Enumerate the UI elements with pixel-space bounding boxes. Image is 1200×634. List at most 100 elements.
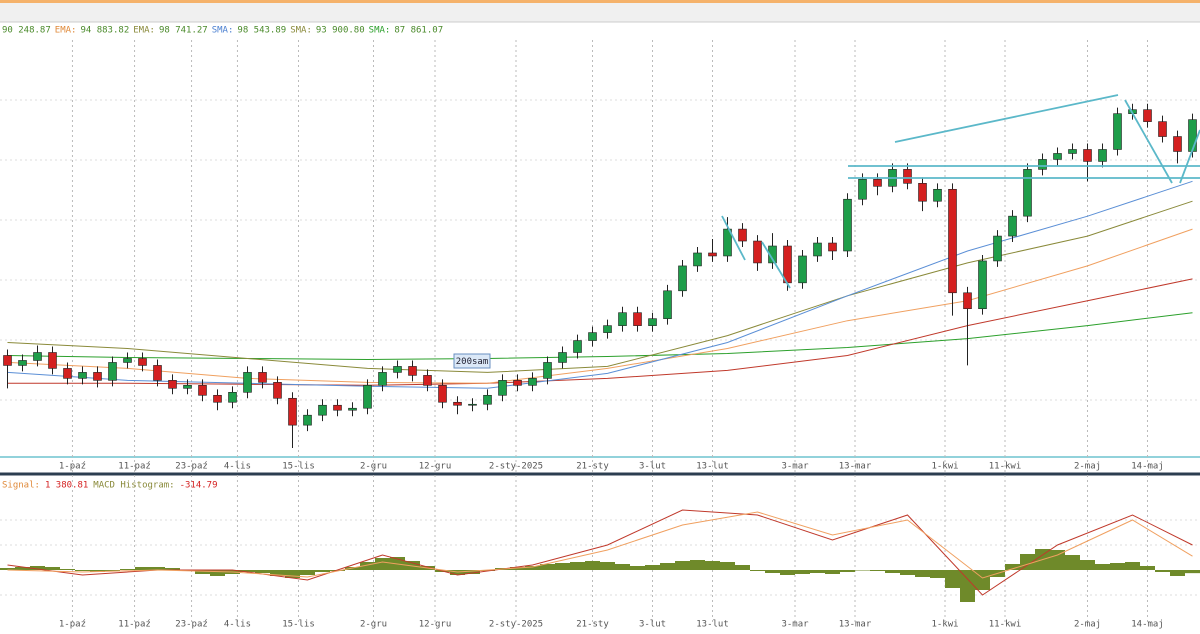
x-tick-label: 15-lis [282,620,315,630]
histogram-bar [1020,554,1035,570]
candle-body [1038,159,1047,170]
candle-body [738,228,747,242]
candle-body [408,366,417,376]
histogram-bar [1170,570,1185,576]
candle-body [603,325,612,333]
x-tick-label: 3-mar [781,462,809,472]
histogram-bar [975,570,990,590]
candle-body [93,372,102,381]
candle-body [1083,149,1092,162]
indicator-label: SMA: [369,26,391,36]
candle-body [18,360,27,366]
histogram-bar [315,570,330,572]
x-tick-label: 13-mar [839,620,872,630]
x-tick-label: 2-sty-2025 [489,620,543,630]
histogram-bar [735,565,750,570]
candle-body [783,245,792,284]
candle-body [348,407,357,411]
candle-body [618,312,627,326]
moving-average [7,228,1193,384]
histogram-bar [780,570,795,575]
indicator-label: 87 861.07 [394,26,443,36]
x-tick-label: 13-mar [839,462,872,472]
histogram-bar [1110,563,1125,570]
candle-body [3,355,12,366]
candle-body [513,380,522,386]
candle-body [528,378,537,386]
histogram-bar [705,561,720,570]
candle-body [1173,136,1182,152]
macd-label: MACD Histogram: [93,481,174,491]
candle-body [333,404,342,411]
histogram-bar [840,570,855,572]
candle-body [1008,215,1017,237]
histogram-bar [240,570,255,572]
candle-body [558,352,567,363]
x-tick-label: 1-kwi [931,462,958,472]
macd-label: 1 380.81 [45,481,88,491]
histogram-bar [360,562,375,570]
histogram-bar [195,570,210,574]
x-tick-label: 21-sty [576,620,609,630]
histogram-bar [555,563,570,570]
histogram-bar [525,566,540,570]
histogram-bar [645,565,660,570]
x-tick-label: 2-maj [1074,620,1101,630]
histogram-bar [930,570,945,578]
candle-body [1068,149,1077,154]
candle-body [1023,169,1032,217]
histogram-bar [615,564,630,570]
candle-body [183,385,192,389]
histogram-bar [150,567,165,570]
candle-body [138,358,147,366]
annotation: 200sam [456,357,489,367]
x-tick-label: 3-lut [639,462,666,472]
candle-body [108,362,117,381]
candle-body [318,404,327,416]
x-tick-label: 1-paź [59,462,86,472]
histogram-bar [285,570,300,578]
x-tick-label: 3-lut [639,620,666,630]
candle-body [753,240,762,264]
candle-body [1113,113,1122,150]
indicator-label: 98 543.89 [237,26,286,36]
histogram-bar [585,561,600,570]
histogram-bar [960,570,975,602]
x-tick-label: 12-gru [419,462,452,472]
histogram-bar [90,570,105,572]
x-tick-label: 1-kwi [931,620,958,630]
histogram-bar [660,563,675,570]
x-tick-label: 12-gru [419,620,452,630]
toolbar [0,3,1200,22]
histogram-bar [1140,566,1155,570]
candle-body [858,179,867,200]
histogram-bar [1185,570,1200,574]
histogram-bar [75,570,90,571]
histogram-bar [45,567,60,570]
candle-body [918,183,927,202]
histogram-bar [30,566,45,570]
candle-body [498,380,507,396]
indicator-label: SMA: [290,26,312,36]
candle-body [438,385,447,403]
x-tick-label: 14-maj [1131,462,1164,472]
candle-body [978,260,987,310]
histogram-bar [1125,562,1140,570]
indicator-label: SMA: [212,26,234,36]
x-tick-label: 2-maj [1074,462,1101,472]
candle-body [453,401,462,406]
trend-lines [721,94,1200,289]
candle-body [213,394,222,403]
candle-body [288,397,297,426]
candle-body [678,265,687,292]
histogram-bar [540,564,555,570]
candle-body [768,245,777,264]
candle-body [543,362,552,379]
indicator-label: EMA: [133,26,155,36]
histogram-bar [165,568,180,570]
candle-body [48,352,57,369]
histogram-bar [855,570,870,571]
histogram-bar [690,560,705,570]
histogram-bar [1065,555,1080,570]
moving-average [7,200,1193,373]
